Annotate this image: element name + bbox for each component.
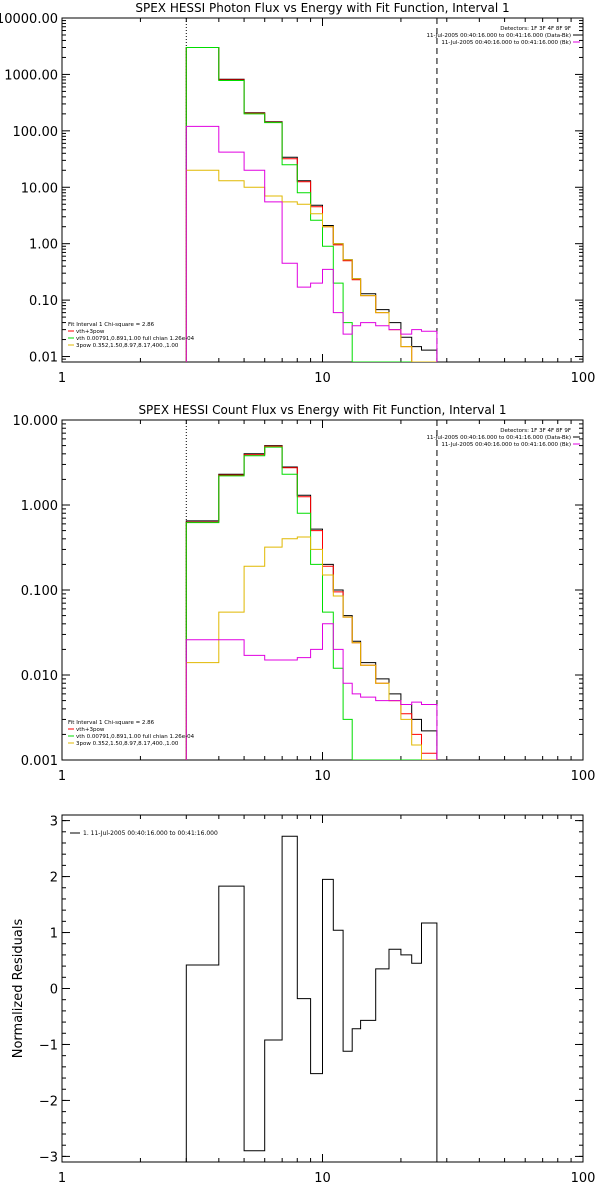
- chart-1: SPEX HESSI Photon Flux vs Energy with Fi…: [0, 1, 595, 386]
- legend-topright-text: 11-Jul-2005 00:40:16.000 to 00:41:16.000…: [441, 442, 571, 448]
- y-tick-label: 0: [50, 983, 58, 998]
- x-tick-label: 10: [314, 769, 331, 784]
- series-group: [185, 47, 438, 362]
- chart-2: SPEX HESSI Count Flux vs Energy with Fit…: [13, 403, 596, 784]
- legend-bottomleft-text: Fit Interval 1 Chi-square = 2.86: [68, 322, 155, 328]
- series-4-line: [185, 169, 437, 362]
- y-tick-label: 1.00: [29, 238, 58, 253]
- chart-title: SPEX HESSI Photon Flux vs Energy with Fi…: [135, 1, 509, 15]
- y-tick-label: 1.000: [21, 499, 58, 514]
- series-1-line: [185, 445, 438, 760]
- y-tick-label: 2: [50, 871, 58, 886]
- legend-topright-text: 11-Jul-2005 00:40:16.000 to 00:41:16.000…: [441, 40, 571, 46]
- series-2-line: [185, 47, 437, 362]
- y-tick-label: 0.010: [21, 669, 58, 684]
- y-tick-label: 10.00: [21, 181, 58, 196]
- series-1-line: [185, 47, 438, 362]
- legend-topright-text: 11-Jul-2005 00:40:16.000 to 00:41:16.000…: [427, 33, 572, 39]
- x-tick-label: 10: [314, 371, 331, 386]
- series-group: [185, 445, 438, 760]
- legend-topright-text: Detectors: 1F 3F 4F 8F 9F: [500, 428, 571, 434]
- y-tick-label: −1: [39, 1038, 58, 1053]
- legend-bottomleft-text: Fit Interval 1 Chi-square = 2.86: [68, 720, 155, 726]
- chart-3: 1 10 100 −3 −2 −1 0 1 2 3 Normalized Residuals 1. 1…: [11, 814, 596, 1186]
- x-tick-label: 100: [571, 769, 596, 784]
- y-tick-label: −3: [39, 1150, 58, 1165]
- series-5-line: [185, 125, 438, 362]
- chart-title: SPEX HESSI Count Flux vs Energy with Fit…: [138, 403, 506, 417]
- legend-text: 1. 11-Jul-2005 00:40:16.000 to 00:41:16.…: [83, 830, 218, 837]
- y-tick-label: 0.01: [29, 351, 58, 366]
- y-tick-label: 0.100: [21, 584, 58, 599]
- y-tick-label: 1: [50, 927, 58, 942]
- plot-frame: [61, 17, 584, 363]
- y-tick-label: 1000.00: [4, 68, 58, 83]
- series-1-line: [185, 835, 438, 1162]
- y-tick-label: 10000.00: [0, 12, 58, 27]
- y-axis-label: Normalized Residuals: [11, 919, 26, 1059]
- x-tick-label: 1: [58, 371, 66, 386]
- series-group: [185, 835, 438, 1162]
- x-tick-label: 10: [314, 1171, 331, 1186]
- series-5-line: [185, 623, 438, 760]
- legend-bottomleft-text: 3pow 0.352,1.50,8.97,8.17,400.,1.00: [76, 343, 179, 349]
- y-tick-label: 0.001: [21, 754, 58, 769]
- series-3-line: [185, 47, 437, 362]
- x-tick-label: 1: [58, 1171, 66, 1186]
- legend-bottomleft-text: vth 0.00791,0.891,1.00 full chian 1.26e-…: [76, 734, 195, 740]
- x-tick-label: 1: [58, 769, 66, 784]
- x-tick-label: 100: [571, 1171, 596, 1186]
- legend-bottomleft-text: 3pow 0.352,1.50,8.97,8.17,400.,1.00: [76, 741, 179, 747]
- y-tick-label: 10.000: [13, 414, 59, 429]
- series-4-line: [185, 536, 437, 760]
- series-2-line: [185, 445, 438, 760]
- y-tick-label: 0.10: [29, 294, 58, 309]
- y-tick-label: 100.00: [13, 125, 59, 140]
- x-tick-label: 100: [571, 371, 596, 386]
- series-3-line: [185, 446, 437, 760]
- y-tick-label: 3: [50, 815, 58, 830]
- legend-topright-text: 11-Jul-2005 00:40:16.000 to 00:41:16.000…: [427, 435, 572, 441]
- legend-bottomleft-text: vth+3pow: [76, 329, 105, 335]
- legend-topright-text: Detectors: 1F 3F 4F 8F 9F: [500, 26, 571, 32]
- y-tick-label: −2: [39, 1094, 58, 1109]
- legend-bottomleft-text: vth 0.00791,0.891,1.00 full chian 1.26e-…: [76, 336, 195, 342]
- legend-bottomleft-text: vth+3pow: [76, 727, 105, 733]
